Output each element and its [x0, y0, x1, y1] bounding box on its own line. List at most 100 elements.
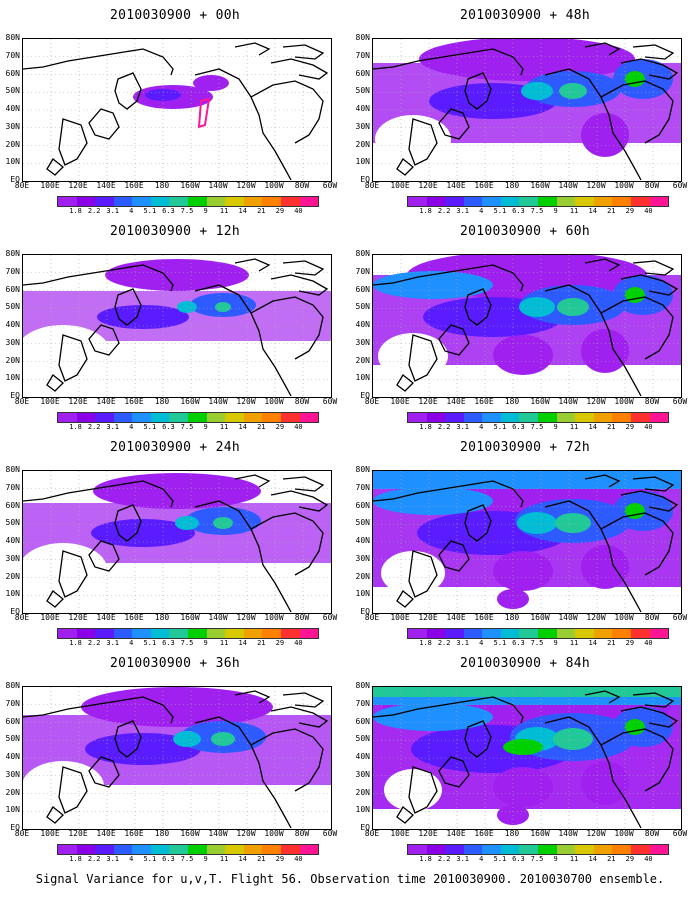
panel-title: 2010030900 + 24h	[109, 440, 241, 455]
color-scale-swatch	[262, 629, 281, 638]
color-scale-swatch	[243, 413, 263, 422]
longitude-tick-label: 160E	[124, 613, 144, 622]
longitude-tick-label: 80W	[644, 829, 660, 838]
color-scale-labels: 1.8 2.2 3.1 4 5.1 6.3 7.5 9 11 14 21 29 40	[57, 423, 317, 432]
latitude-axis: 80N 70N 60N 50N 40N 30N 20N 10N EQ	[0, 682, 22, 832]
color-scale-label: 11	[569, 855, 579, 863]
color-scale-swatch	[206, 845, 226, 854]
latitude-tick-label: 80N	[355, 249, 370, 258]
color-scale-swatch	[299, 197, 319, 206]
color-scale-swatch	[132, 197, 151, 206]
longitude-tick-label: 140E	[96, 397, 116, 406]
longitude-tick-label: 140W	[558, 397, 578, 406]
latitude-tick-label: EQ	[360, 391, 370, 400]
color-scale-label: 6.3	[162, 207, 175, 215]
color-scale-swatch	[150, 197, 170, 206]
color-scale-swatch	[593, 629, 613, 638]
latitude-tick-label: EQ	[10, 175, 20, 184]
color-scale-swatch	[482, 197, 501, 206]
color-scale-swatch	[649, 197, 669, 206]
color-scale-label: 21	[607, 855, 616, 863]
color-scale-bar	[407, 412, 669, 423]
color-scale-label: 3.1	[456, 639, 470, 647]
longitude-tick-label: 160W	[530, 181, 550, 190]
longitude-axis: 80E 100E 120E 140E 160E 180 160W 140W 120W 100W 80…	[365, 181, 687, 191]
latitude-tick-label: 80N	[5, 465, 20, 474]
color-scale-label: 7.5	[180, 207, 194, 215]
color-scale-swatch	[169, 845, 189, 854]
color-scale-swatch	[482, 845, 501, 854]
latitude-axis: 80N 70N 60N 50N 40N 30N 20N 10N EQ	[0, 466, 22, 616]
color-scale-swatch	[299, 413, 319, 422]
color-scale-swatch	[150, 413, 170, 422]
longitude-tick-label: 160E	[124, 397, 144, 406]
color-scale-swatch	[649, 413, 669, 422]
color-scale-label: 4	[129, 207, 134, 215]
color-scale-label: 2.2	[437, 855, 451, 863]
color-scale-swatch	[630, 413, 650, 422]
latitude-tick-label: 70N	[5, 50, 20, 60]
color-scale-swatch	[150, 629, 170, 638]
longitude-tick-label: 80E	[364, 397, 380, 406]
color-scale-label: 4	[479, 855, 484, 863]
latitude-tick-label: 50N	[355, 302, 370, 312]
longitude-tick-label: 100W	[614, 829, 634, 838]
color-scale-swatch	[58, 197, 77, 206]
panel-title: 2010030900 + 12h	[109, 224, 241, 239]
color-scale-label: 29	[275, 207, 285, 215]
panel-title: 2010030900 + 72h	[459, 440, 591, 455]
map-panel: 2010030900 + 36h 80N 70N 60N 50N 40N 30N 20N 10N…	[0, 648, 350, 873]
latitude-tick-label: 10N	[355, 373, 370, 383]
color-scale-label: 14	[238, 639, 247, 647]
latitude-tick-label: EQ	[360, 175, 370, 184]
color-scale-swatch	[280, 413, 300, 422]
longitude-tick-label: 140W	[558, 613, 578, 622]
latitude-tick-label: 20N	[5, 139, 20, 149]
color-scale-swatch	[445, 629, 464, 638]
variance-map	[22, 686, 332, 830]
color-scale-label: 6.3	[512, 639, 525, 647]
latitude-tick-label: 10N	[355, 805, 370, 815]
color-scale-label: 40	[644, 207, 653, 215]
latitude-tick-label: EQ	[10, 391, 20, 400]
longitude-tick-label: 60W	[322, 613, 338, 622]
longitude-tick-label: 140W	[208, 397, 228, 406]
color-scale-swatch	[612, 197, 631, 206]
color-scale-swatch	[113, 197, 133, 206]
color-scale-swatch	[612, 413, 631, 422]
color-scale-label: 7.5	[530, 207, 544, 215]
longitude-tick-label: 140W	[208, 829, 228, 838]
longitude-tick-label: 60W	[672, 613, 688, 622]
color-scale-label: 1.8	[419, 639, 432, 647]
color-scale-swatch	[169, 629, 189, 638]
latitude-axis: 80N 70N 60N 50N 40N 30N 20N 10N EQ	[0, 34, 22, 184]
color-scale-swatch	[500, 629, 520, 638]
longitude-axis: 80E 100E 120E 140E 160E 180 160W 140W 120W 100W 80…	[15, 613, 337, 623]
latitude-tick-label: 60N	[355, 716, 370, 726]
longitude-tick-label: 120W	[586, 613, 606, 622]
longitude-tick-label: 160W	[180, 613, 200, 622]
figure-caption: Signal Variance for u,v,T. Flight 56. Ob…	[35, 872, 665, 886]
latitude-tick-label: 40N	[5, 752, 20, 761]
longitude-tick-label: 120E	[68, 829, 88, 838]
color-scale-label: 6.3	[162, 855, 175, 863]
color-scale-label: 4	[129, 639, 134, 647]
longitude-tick-label: 100E	[390, 181, 410, 190]
color-scale-label: 1.8	[69, 423, 82, 431]
color-scale-label: 40	[294, 855, 303, 863]
color-scale-swatch	[408, 197, 427, 206]
latitude-tick-label: 70N	[355, 482, 370, 492]
map-panel: 2010030900 + 60h 80N 70N 60N 50N 40N 30N 20N 10N…	[350, 216, 700, 441]
color-scale-swatch	[95, 629, 114, 638]
color-scale-label: 3.1	[106, 207, 120, 215]
latitude-tick-label: 20N	[355, 571, 370, 581]
color-scale-bar	[57, 412, 319, 423]
color-scale-swatch	[630, 845, 650, 854]
latitude-tick-label: 50N	[5, 518, 20, 528]
longitude-tick-label: 60W	[322, 181, 338, 190]
color-scale-swatch	[445, 413, 464, 422]
color-scale-label: 11	[569, 423, 579, 431]
color-scale-swatch	[188, 413, 207, 422]
longitude-tick-label: 80E	[364, 829, 380, 838]
latitude-tick-label: 40N	[5, 104, 20, 113]
